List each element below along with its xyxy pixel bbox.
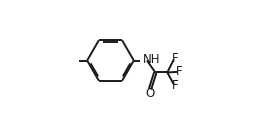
Text: F: F — [176, 65, 183, 78]
Text: F: F — [172, 52, 179, 65]
Text: O: O — [145, 87, 155, 100]
Text: F: F — [172, 79, 179, 92]
Text: NH: NH — [143, 53, 161, 66]
